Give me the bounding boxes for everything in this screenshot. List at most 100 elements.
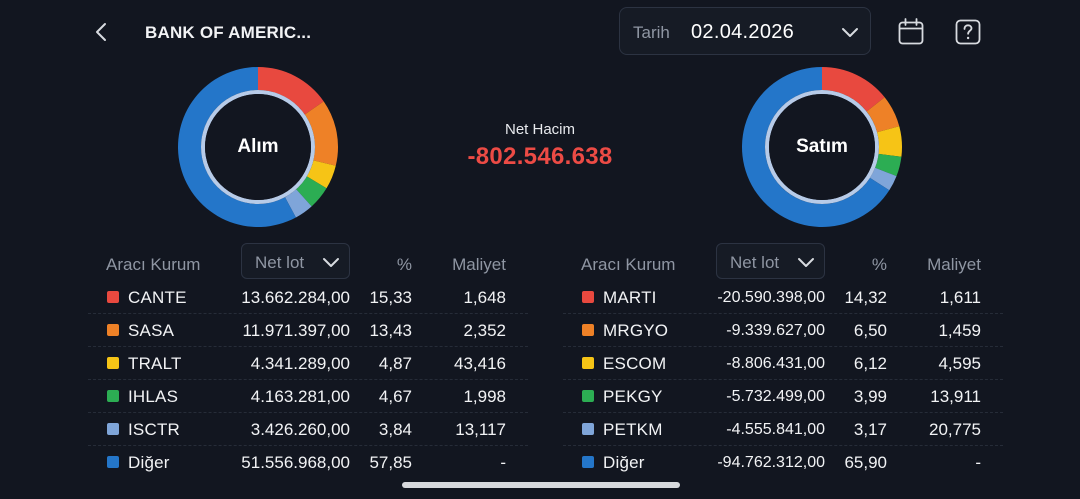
table-row[interactable]: SASA 11.971.397,00 13,43 2,352: [88, 315, 528, 347]
sell-table: Aracı Kurum Net lot % Maliyet MARTI -20.…: [563, 240, 1003, 472]
broker-name: CANTE: [128, 288, 187, 307]
legend-swatch: [107, 357, 119, 369]
chevron-down-icon: [323, 258, 339, 267]
percent-value: 3,84: [378, 420, 412, 439]
buy-donut-chart: Alım: [177, 66, 339, 228]
table-row[interactable]: ESCOM -8.806.431,00 6,12 4,595: [563, 348, 1003, 380]
broker-name: MARTI: [603, 288, 657, 307]
buy-donut-slice-ihlas: [296, 176, 327, 207]
percent-value: 15,33: [369, 288, 412, 307]
cost-value: 2,352: [463, 321, 506, 340]
buy-table: Aracı Kurum Net lot % Maliyet CANTE 13.6…: [88, 240, 528, 472]
broker-name: ESCOM: [603, 354, 667, 373]
metric-select-dropdown[interactable]: Net lot: [716, 243, 825, 279]
table-row[interactable]: MARTI -20.590.398,00 14,32 1,611: [563, 282, 1003, 314]
cost-value: -: [500, 453, 506, 472]
legend-swatch: [107, 456, 119, 468]
percent-value: 6,50: [853, 321, 887, 340]
net-lot-value: 3.426.260,00: [250, 420, 350, 439]
percent-value: 4,67: [378, 387, 412, 406]
metric-select-label: Net lot: [730, 253, 780, 272]
cost-value: 1,998: [463, 387, 506, 406]
net-lot-value: -94.762.312,00: [717, 454, 825, 471]
table-row[interactable]: PETKM -4.555.841,00 3,17 20,775: [563, 414, 1003, 446]
table-row[interactable]: Diğer -94.762.312,00 65,90 -: [563, 447, 1003, 478]
percent-value: 3,99: [853, 387, 887, 406]
net-lot-value: 4.341.289,00: [250, 354, 350, 373]
table-row[interactable]: TRALT 4.341.289,00 4,87 43,416: [88, 348, 528, 380]
broker-column-header: Aracı Kurum: [581, 255, 676, 274]
page-title: BANK OF AMERIC...: [145, 23, 312, 42]
help-button[interactable]: [953, 17, 983, 47]
table-row[interactable]: CANTE 13.662.284,00 15,33 1,648: [88, 282, 528, 314]
legend-swatch: [107, 423, 119, 435]
cost-value: 1,648: [463, 288, 506, 307]
cost-value: 1,611: [939, 288, 981, 307]
percent-value: 57,85: [369, 453, 412, 472]
net-lot-value: -4.555.841,00: [726, 421, 825, 438]
table-row[interactable]: PEKGY -5.732.499,00 3,99 13,911: [563, 381, 1003, 413]
sell-donut-slice-mrgyo: [866, 97, 900, 133]
net-lot-value: 4.163.281,00: [250, 387, 350, 406]
chevron-down-icon: [842, 28, 858, 37]
buy-donut-inner-ring: [201, 90, 315, 204]
metric-select-dropdown[interactable]: Net lot: [241, 243, 350, 279]
net-lot-value: 51.556.968,00: [241, 453, 350, 472]
cost-value: 1,459: [938, 321, 981, 340]
sell-donut-center: [769, 94, 875, 200]
home-indicator[interactable]: [402, 482, 680, 488]
sell-donut-slice-escom: [877, 126, 902, 157]
legend-swatch: [107, 390, 119, 402]
percent-value: 13,43: [369, 321, 412, 340]
net-lot-value: -20.590.398,00: [717, 289, 825, 306]
net-volume-label: Net Hacim: [504, 121, 575, 138]
legend-swatch: [582, 423, 594, 435]
sell-donut-slice-marti: [822, 67, 885, 112]
cost-column-header: Maliyet: [927, 255, 981, 274]
net-lot-value: -8.806.431,00: [726, 355, 825, 372]
cost-value: 43,416: [454, 354, 506, 373]
date-value: 02.04.2026: [691, 21, 795, 43]
table-row[interactable]: ISCTR 3.426.260,00 3,84 13,117: [88, 414, 528, 446]
buy-donut-label: Alım: [237, 136, 279, 157]
legend-swatch: [582, 291, 594, 303]
cost-value: 4,595: [938, 354, 981, 373]
buy-donut-slice-diğer: [178, 67, 296, 227]
table-row[interactable]: Diğer 51.556.968,00 57,85 -: [88, 447, 528, 478]
net-lot-value: 11.971.397,00: [242, 321, 350, 340]
buy-donut-slice-sasa: [304, 101, 338, 166]
legend-swatch: [107, 324, 119, 336]
sell-donut-chart: Satım: [741, 66, 903, 228]
broker-name: Diğer: [128, 453, 170, 472]
buy-donut-slice-tralt: [306, 160, 336, 189]
broker-column-header: Aracı Kurum: [106, 255, 201, 274]
legend-swatch: [107, 291, 119, 303]
percent-value: 4,87: [378, 354, 412, 373]
calendar-icon: [898, 18, 924, 45]
broker-name: SASA: [128, 321, 175, 340]
buy-donut-slice-cante: [258, 67, 324, 115]
percent-value: 3,17: [853, 420, 887, 439]
table-row[interactable]: IHLAS 4.163.281,00 4,67 1,998: [88, 381, 528, 413]
buy-donut-slice-isctr: [285, 189, 312, 218]
legend-swatch: [582, 324, 594, 336]
sell-donut-slice-petkm: [869, 167, 897, 191]
calendar-button[interactable]: [896, 16, 926, 48]
percent-column-header: %: [871, 255, 887, 274]
table-row[interactable]: MRGYO -9.339.627,00 6,50 1,459: [563, 315, 1003, 347]
broker-name: PEKGY: [603, 387, 663, 406]
date-selector[interactable]: Tarih 02.04.2026: [619, 7, 871, 55]
date-label: Tarih: [633, 23, 670, 42]
percent-value: 6,12: [853, 354, 887, 373]
percent-column-header: %: [396, 255, 412, 274]
back-button[interactable]: [86, 16, 116, 48]
net-lot-value: 13.662.284,00: [241, 288, 350, 307]
legend-swatch: [582, 357, 594, 369]
chevron-down-icon: [798, 258, 814, 267]
broker-name: IHLAS: [128, 387, 179, 406]
sell-donut-slice-pekgy: [875, 153, 902, 177]
broker-name: MRGYO: [603, 321, 669, 340]
chevron-left-icon: [96, 23, 106, 41]
cost-value: -: [975, 453, 981, 472]
percent-value: 65,90: [844, 453, 887, 472]
